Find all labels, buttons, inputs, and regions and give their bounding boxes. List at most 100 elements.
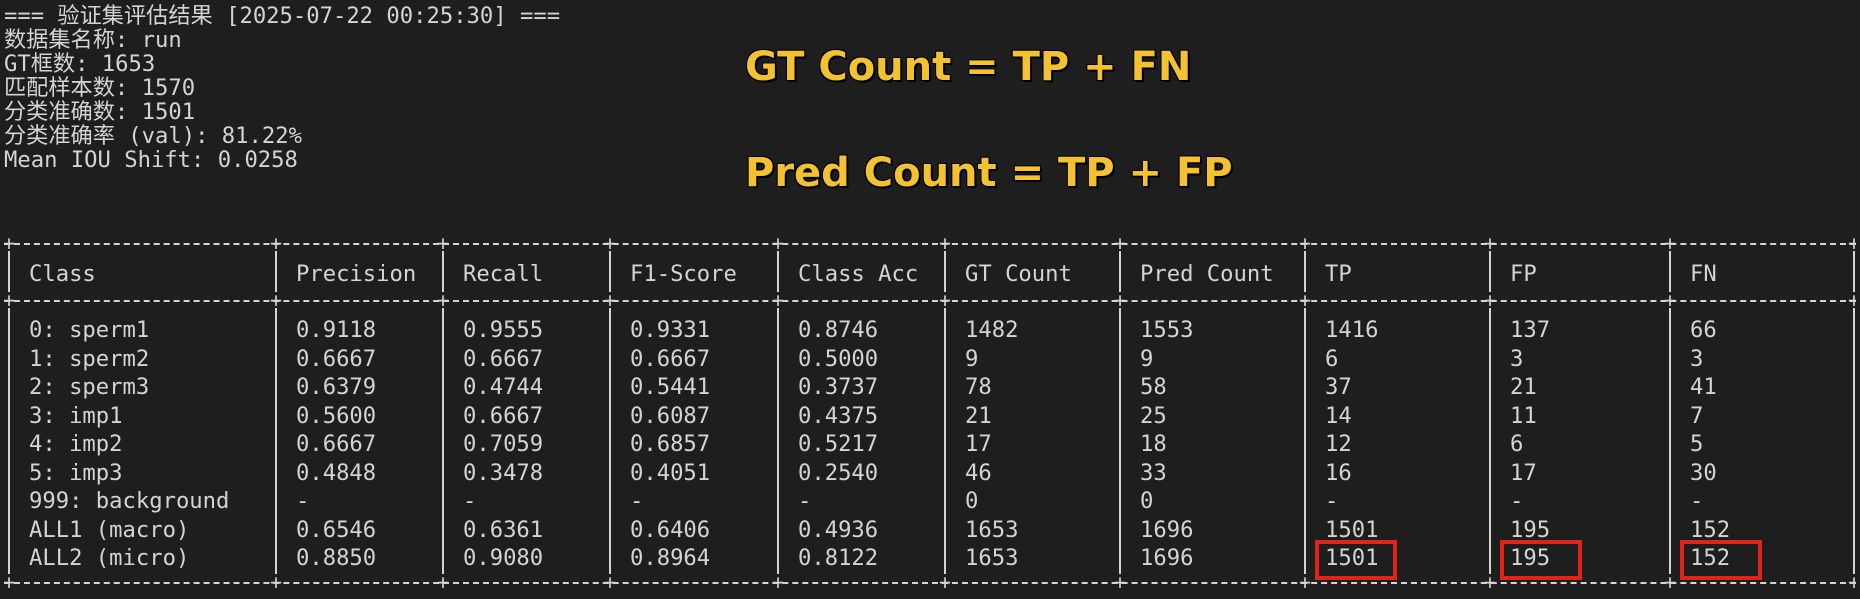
table-header-border-corner-2: +: [436, 288, 450, 312]
mean-iou-line: Mean IOU Shift: 0.0258: [4, 147, 298, 173]
tp-highlight-box: [1315, 540, 1397, 580]
table-top-border-corner-2: +: [436, 231, 450, 255]
table-header-border-corner-8: +: [1483, 288, 1497, 312]
header-row-bar-10: [1853, 251, 1855, 292]
table-top-border-dash: [4, 243, 1856, 245]
fn-highlight-box: [1680, 540, 1762, 580]
table-bottom-border-corner-4: +: [771, 570, 785, 594]
table-cell-r1-c5: 9: [965, 345, 979, 372]
table-header-border-corner-7: +: [1298, 288, 1312, 312]
table-top-border-corner-5: +: [938, 231, 952, 255]
table-cell-r4-c1: 0.6667: [296, 431, 377, 457]
table-cell-r1-c3: 0.6667: [630, 345, 711, 372]
table-bottom-border-corner-6: +: [1113, 570, 1127, 594]
table-cell-r2-c8: 21: [1510, 374, 1537, 400]
table-cell-r7-c5: 1653: [965, 516, 1019, 543]
table-cell-r4-c3: 0.6857: [630, 431, 711, 457]
table-cell-r1-c6: 9: [1140, 345, 1154, 372]
table-bottom-border-dash: [4, 582, 1856, 584]
table-cell-r1-c0: 1: sperm2: [29, 345, 150, 372]
table-top-border-corner-7: +: [1298, 231, 1312, 255]
table-header-border-corner-5: +: [938, 288, 952, 312]
table-cell-r5-c5: 46: [965, 459, 992, 486]
column-header-class-acc: Class Acc: [798, 261, 919, 287]
table-cell-r0-c8: 137: [1510, 317, 1551, 343]
table-cell-r6-c7: -: [1325, 488, 1339, 514]
table-cell-r6-c5: 0: [965, 488, 979, 514]
table-cell-r2-c0: 2: sperm3: [29, 374, 150, 400]
table-cell-r2-c4: 0.3737: [798, 374, 879, 400]
table-header-border-corner-10: +: [1847, 288, 1856, 312]
table-cell-r4-c8: 6: [1510, 431, 1524, 457]
header-row-bar-4: [777, 251, 779, 292]
table-top-border-corner-8: +: [1483, 231, 1497, 255]
table-cell-r1-c7: 6: [1325, 345, 1339, 372]
table-cell-r8-c3: 0.8964: [630, 545, 711, 571]
table-cell-r0-c9: 66: [1690, 317, 1717, 343]
table-cell-r4-c9: 5: [1690, 431, 1704, 457]
header-row-bar-7: [1304, 251, 1306, 292]
table-cell-r4-c7: 12: [1325, 431, 1352, 457]
table-cell-r1-c9: 3: [1690, 345, 1704, 372]
table-header-border-corner-6: +: [1113, 288, 1127, 312]
table-cell-r7-c6: 1696: [1140, 516, 1194, 543]
table-cell-r7-c4: 0.4936: [798, 516, 879, 543]
table-cell-r1-c8: 3: [1510, 345, 1524, 372]
table-cell-r8-c4: 0.8122: [798, 545, 879, 571]
table-cell-r1-c1: 0.6667: [296, 345, 377, 372]
table-bottom-border-corner-2: +: [436, 570, 450, 594]
table-top-border-corner-10: +: [1847, 231, 1856, 255]
table-header-border-corner-1: +: [269, 288, 283, 312]
table-cell-r7-c1: 0.6546: [296, 516, 377, 543]
header-row-bar-3: [609, 251, 611, 292]
table-cell-r2-c7: 37: [1325, 374, 1352, 400]
table-cell-r5-c7: 16: [1325, 459, 1352, 486]
table-bottom-border-corner-0: +: [4, 570, 16, 594]
table-cell-r6-c8: -: [1510, 488, 1524, 514]
header-row-bar-0: [8, 251, 10, 292]
table-cell-r7-c9: 152: [1690, 516, 1731, 543]
header-row-bar-8: [1489, 251, 1491, 292]
table-cell-r3-c2: 0.6667: [463, 402, 544, 429]
table-cell-r8-c0: ALL2 (micro): [29, 545, 190, 571]
table-cell-r5-c1: 0.4848: [296, 459, 377, 486]
table-cell-r3-c6: 25: [1140, 402, 1167, 429]
table-cell-r8-c6: 1696: [1140, 545, 1194, 571]
correct-count-line: 分类准确数: 1501: [4, 99, 196, 125]
table-cell-r7-c0: ALL1 (macro): [29, 516, 190, 543]
column-header-f1-score: F1-Score: [630, 261, 737, 287]
table-top-border-corner-3: +: [603, 231, 617, 255]
table-cell-r3-c7: 14: [1325, 402, 1352, 429]
table-cell-r0-c1: 0.9118: [296, 317, 377, 343]
table-cell-r4-c4: 0.5217: [798, 431, 879, 457]
table-top-border: + + + + + + + + + + +: [4, 231, 1856, 255]
column-header-precision: Precision: [296, 261, 417, 287]
table-bottom-border: + + + + + + + + + + +: [4, 570, 1856, 594]
body-bar-10: [1853, 308, 1855, 574]
column-header-fp: FP: [1510, 261, 1537, 287]
table-cell-r4-c0: 4: imp2: [29, 431, 123, 457]
table-cell-r2-c3: 0.5441: [630, 374, 711, 400]
table-cell-r4-c6: 18: [1140, 431, 1167, 457]
table-cell-r0-c0: 0: sperm1: [29, 317, 150, 343]
body-bar-7: [1304, 308, 1306, 574]
table-cell-r6-c9: -: [1690, 488, 1704, 514]
body-bar-9: [1669, 308, 1671, 574]
fp-highlight-box: [1500, 540, 1582, 580]
body-bar-6: [1119, 308, 1121, 574]
table-top-border-corner-9: +: [1663, 231, 1677, 255]
table-cell-r1-c2: 0.6667: [463, 345, 544, 372]
accuracy-line: 分类准确率 (val): 81.22%: [4, 123, 302, 149]
table-cell-r5-c0: 5: imp3: [29, 459, 123, 486]
pred-count-formula: Pred Count = TP + FP: [745, 150, 1233, 196]
table-bottom-border-corner-1: +: [269, 570, 283, 594]
table-bottom-border-corner-7: +: [1298, 570, 1312, 594]
header-row-bar-1: [275, 251, 277, 292]
table-cell-r3-c5: 21: [965, 402, 992, 429]
table-cell-r8-c7: 1501: [1325, 545, 1379, 571]
body-bar-8: [1489, 308, 1491, 574]
table-header-border-dash: [4, 300, 1856, 302]
table-cell-r5-c3: 0.4051: [630, 459, 711, 486]
column-header-recall: Recall: [463, 261, 544, 287]
column-header-tp: TP: [1325, 261, 1352, 287]
